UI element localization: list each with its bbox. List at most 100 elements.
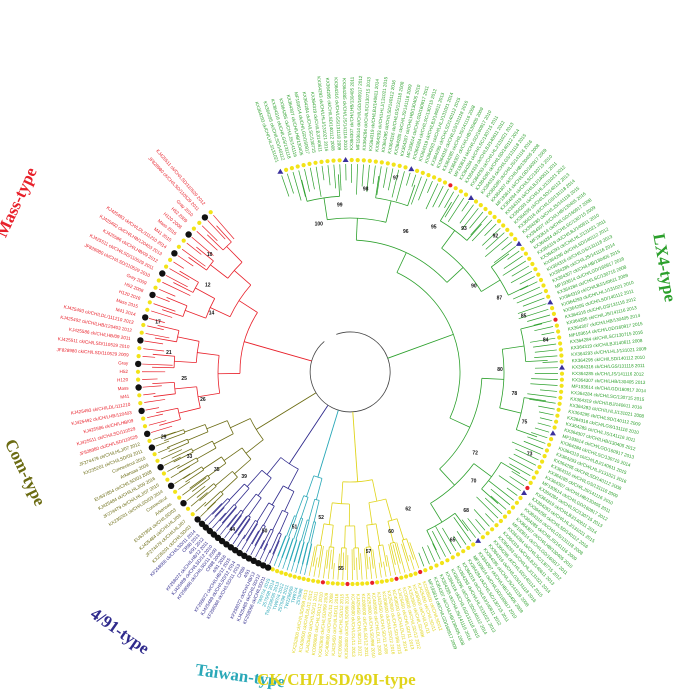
leaf-marker [171,250,178,257]
leaf-label: CR88 [236,565,246,578]
leaf-marker [485,531,490,536]
bootstrap-value: 57 [366,549,372,555]
leaf-marker [255,560,262,567]
leaf-marker [559,353,564,358]
leaf-label: KX252800 ck/CH/LSD/99I 2009 [317,592,329,657]
leaf-marker [557,401,562,406]
leaf-marker [466,545,471,551]
bootstrap-values: 100 99 98 97 96 95 93 92 90 87 85 84 80 78 75 73 72 70 68 6… [155,175,548,571]
leaf-marker [208,210,213,215]
leaf-marker [197,220,202,225]
leaf-marker [135,369,141,374]
bootstrap-value: 65 [450,537,456,543]
leaf-marker [553,317,558,322]
leaf-marker [538,277,544,283]
leaf-marker [442,180,448,185]
leaf-label: KC008600 ck/CH/LSD/12 2011 [361,593,370,657]
bootstrap-value: 62 [405,506,411,512]
leaf-label: Mass 2015 [116,298,139,310]
bootstrap-value: 39 [241,474,247,480]
bootstrap-value: 17 [155,320,161,326]
bootstrap-value: 80 [497,367,503,373]
bootstrap-value: 73 [527,451,533,457]
leaf-marker [279,570,284,575]
leaf-marker [437,177,442,182]
leaf-marker [355,158,360,163]
bootstrap-value: 90 [471,284,477,290]
leaf-marker [478,203,483,208]
leaf-marker [198,520,206,527]
leaf-marker [177,495,182,500]
leaf-marker [546,294,551,299]
leaf-marker [490,527,495,532]
leaf-marker [498,518,503,524]
leaf-marker [379,160,384,165]
leaf-label: Mass [117,385,129,391]
bootstrap-value: 52 [318,515,324,521]
leaf-marker [181,238,186,243]
leaf-marker [448,183,453,188]
leaf-marker [397,163,402,168]
leaf-marker [311,578,316,583]
leaf-marker [284,167,289,172]
leaf-marker [537,464,542,470]
leaf-marker [515,240,522,246]
leaf-marker [288,573,293,578]
leaf-marker [350,581,355,587]
leaf-marker [533,267,538,272]
leaf-marker [135,360,142,368]
leaf-marker [292,574,297,579]
leaf-marker [415,168,420,173]
leaf-marker [141,322,146,328]
leaf-marker [138,407,145,415]
leaf-marker [342,157,349,163]
leaf-label: TW2296/95 [283,585,294,610]
leaf-label: KJ425511 ck/CH/LSD/110529 2012 [155,148,206,206]
leaf-marker [509,232,514,237]
leaf-label: MF193614 ck/CH/LGD/160917 2012 [355,75,363,150]
leaf-marker [408,573,413,578]
leaf-marker [335,581,340,586]
leaf-label: KX252800 ck/CH/LSD/99I 2014 [344,594,350,659]
bootstrap-value: 51 [292,524,298,530]
leaf-marker [475,537,482,543]
bootstrap-value: 100 [315,221,324,227]
leaf-marker [191,226,196,231]
leaf-marker [307,161,312,166]
leaf-marker [518,495,523,501]
bootstrap-value: 92 [493,234,499,240]
leaf-marker [289,166,294,171]
tree-leaf-markers [135,157,565,587]
leaf-marker [301,576,306,582]
leaf-marker [501,223,506,228]
leaf-label: KX364307 ck/CH/LHB/130405 2011 [349,76,355,150]
tree-branches [141,164,558,580]
bootstrap-value: 25 [181,376,187,382]
leaf-label: KX364293 ck/CH/LHLJ/131021 2009 [571,346,647,357]
leaf-marker [542,454,547,459]
leaf-marker [156,278,161,283]
leaf-marker [520,246,525,251]
leaf-label: KX364284 ck/CH/LSC/130715 2013 [362,76,372,150]
leaf-marker [554,419,559,424]
bootstrap-value: 29 [161,435,167,441]
leaf-marker [544,448,550,453]
bootstrap-value: 84 [543,337,549,343]
leaf-marker [540,459,545,464]
leaf-label: KX364316 ck/CH/LGS/131118 2009 [333,77,342,151]
leaf-label: KX364285 ck/CH/LJS/141116 2010 [342,78,349,150]
bootstrap-value: 68 [463,508,469,514]
leaf-marker [152,452,157,457]
bootstrap-value: 50 [262,529,268,535]
leaf-marker [558,341,563,346]
leaf-marker [167,482,175,489]
leaf-marker [488,210,493,215]
leaf-marker [403,165,408,170]
leaf-label: KJ425450 ck/CH/LSD/11 2016 [331,593,340,656]
leaf-marker [185,231,192,238]
bootstrap-value: 44 [230,527,236,533]
leaf-marker [164,264,169,269]
leaf-marker [137,337,144,344]
leaf-marker [480,535,485,540]
